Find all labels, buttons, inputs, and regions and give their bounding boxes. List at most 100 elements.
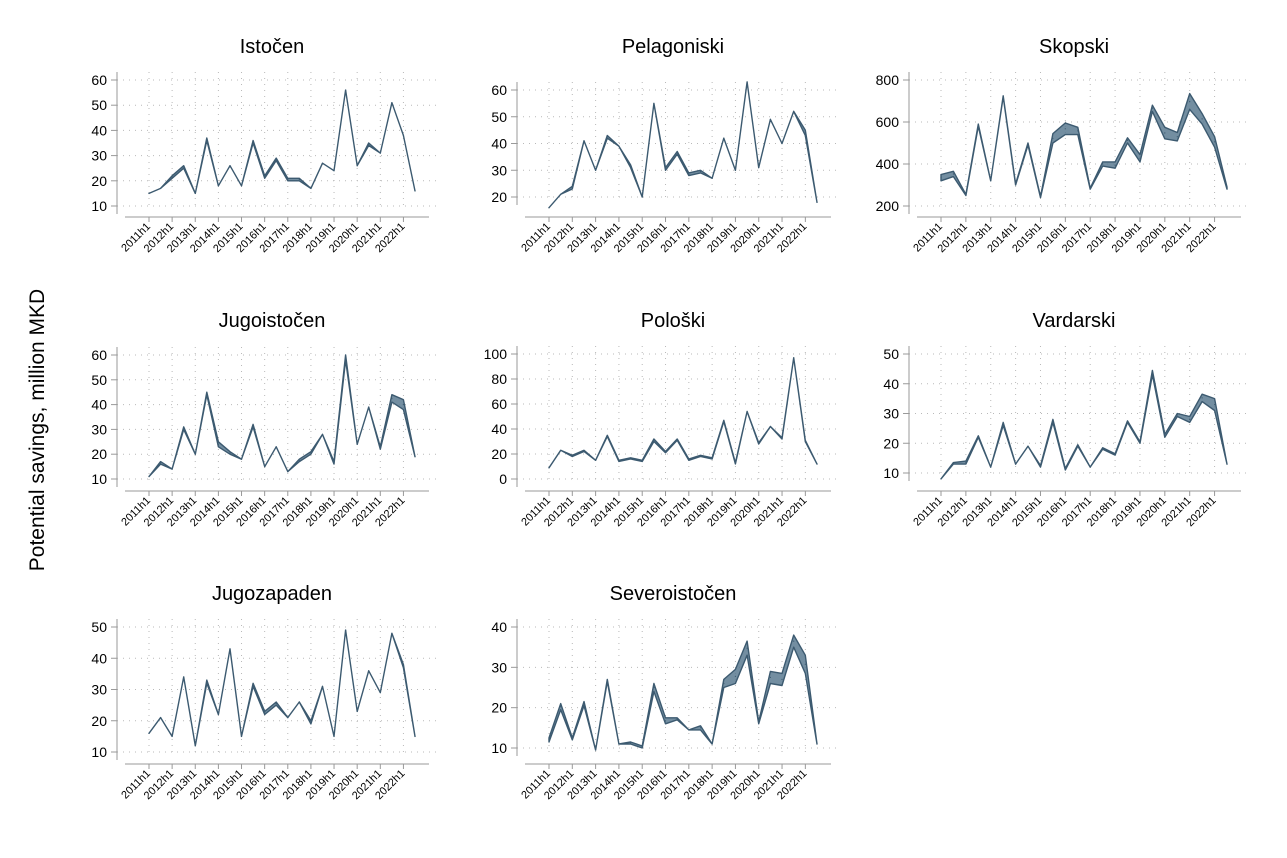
data-point (1214, 141, 1216, 143)
y-tick-label: 60 (491, 396, 507, 412)
data-point (240, 458, 243, 460)
panel-2: Skopski2004006008002011h12012h12013h1201… (876, 36, 1249, 255)
data-point (618, 743, 620, 745)
data-point (965, 462, 967, 464)
data-point (1015, 183, 1017, 186)
data-point (1089, 188, 1091, 190)
data-point (368, 143, 370, 145)
data-point (793, 110, 795, 112)
data-point (183, 166, 185, 168)
savings-band (148, 629, 416, 747)
savings-band (940, 92, 1228, 199)
data-point (965, 194, 967, 196)
data-point (560, 449, 562, 451)
data-point (1139, 441, 1141, 444)
data-point (275, 703, 277, 705)
panel-1: Pelagoniski20304050602011h12012h12013h12… (491, 36, 839, 255)
panel-title: Severoistočen (610, 583, 737, 605)
data-point (264, 176, 266, 178)
data-point (641, 460, 643, 462)
data-point (310, 187, 312, 189)
data-point (229, 648, 231, 650)
data-point (699, 455, 702, 457)
data-point (676, 439, 678, 441)
y-tick-label: 40 (491, 619, 507, 635)
data-point (148, 732, 150, 734)
data-point (816, 743, 818, 745)
data-point (1039, 196, 1042, 198)
data-point (664, 720, 667, 722)
data-point (641, 196, 643, 198)
y-tick-label: 50 (883, 346, 899, 362)
data-point (1126, 139, 1129, 141)
data-point (990, 466, 992, 468)
data-point (310, 452, 312, 454)
data-point (571, 455, 573, 457)
data-point (1226, 463, 1228, 465)
data-point (734, 462, 737, 464)
y-tick-label: 100 (484, 346, 508, 362)
data-point (287, 717, 289, 719)
y-tick-label: 80 (491, 371, 507, 387)
data-point (758, 442, 760, 444)
data-point (275, 158, 277, 160)
data-point (1164, 132, 1166, 134)
data-point (781, 437, 783, 439)
data-point (183, 427, 185, 429)
data-point (1052, 420, 1054, 422)
data-point (630, 165, 632, 167)
y-tick-label: 30 (91, 421, 107, 437)
data-point (1064, 468, 1066, 470)
data-point (194, 745, 196, 747)
y-tick-label: 20 (91, 173, 107, 189)
y-tick-label: 20 (91, 446, 107, 462)
data-point (548, 467, 550, 469)
data-point (356, 165, 358, 167)
data-point (1077, 444, 1079, 447)
data-point (1039, 465, 1042, 467)
data-point (618, 145, 620, 147)
y-tick-label: 20 (491, 189, 507, 205)
panel-title: Skopski (1039, 36, 1109, 58)
data-point (391, 632, 393, 634)
data-point (321, 162, 324, 164)
data-point (264, 712, 266, 714)
data-point (1226, 187, 1228, 189)
data-point (264, 466, 266, 468)
data-point (1027, 445, 1029, 447)
data-point (402, 665, 404, 667)
data-point (171, 176, 173, 178)
data-point (183, 676, 185, 678)
data-point (630, 742, 632, 744)
data-point (548, 739, 550, 741)
y-tick-label: 10 (91, 198, 107, 214)
y-tick-label: 20 (91, 713, 107, 729)
data-point (618, 460, 620, 462)
data-point (414, 735, 416, 738)
data-point (630, 457, 632, 459)
y-tick-label: 20 (491, 446, 507, 462)
data-point (321, 433, 324, 435)
data-point (711, 177, 713, 179)
data-point (606, 435, 608, 437)
y-tick-label: 800 (876, 72, 900, 88)
data-point (746, 81, 748, 83)
data-point (240, 185, 243, 187)
data-point (758, 167, 760, 169)
data-point (804, 132, 806, 134)
y-tick-label: 30 (91, 682, 107, 698)
savings-band (148, 354, 416, 478)
data-point (206, 392, 208, 394)
data-point (723, 137, 725, 139)
data-point (148, 192, 150, 194)
data-point (414, 456, 416, 458)
data-point (217, 443, 219, 445)
data-point (595, 459, 597, 461)
data-point (252, 684, 254, 686)
y-tick-label: 10 (91, 744, 107, 760)
data-point (206, 138, 208, 140)
panel-title: Vardarski (1033, 310, 1116, 332)
data-point (804, 663, 806, 665)
y-tick-label: 30 (883, 406, 899, 422)
data-point (977, 436, 979, 438)
